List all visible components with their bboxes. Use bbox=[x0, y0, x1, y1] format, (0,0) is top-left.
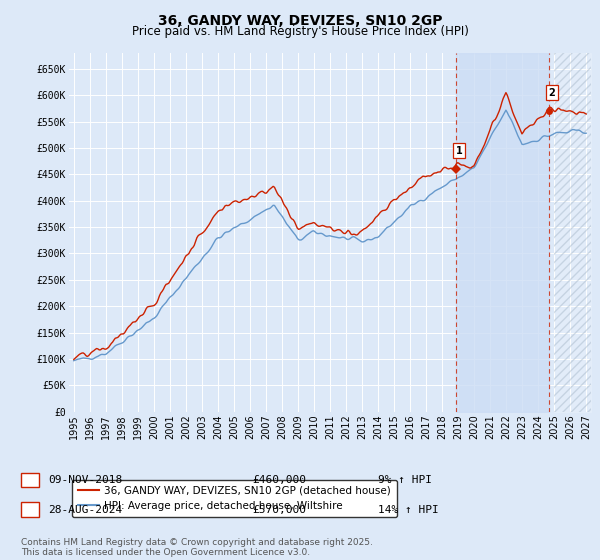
Text: 36, GANDY WAY, DEVIZES, SN10 2GP: 36, GANDY WAY, DEVIZES, SN10 2GP bbox=[158, 14, 442, 28]
Text: Price paid vs. HM Land Registry's House Price Index (HPI): Price paid vs. HM Land Registry's House … bbox=[131, 25, 469, 38]
Text: 14% ↑ HPI: 14% ↑ HPI bbox=[378, 505, 439, 515]
Text: 1: 1 bbox=[26, 474, 34, 484]
Bar bbox=[554, 53, 591, 412]
Text: 2: 2 bbox=[26, 503, 34, 514]
Legend: 36, GANDY WAY, DEVIZES, SN10 2GP (detached house), HPI: Average price, detached : 36, GANDY WAY, DEVIZES, SN10 2GP (detach… bbox=[71, 479, 397, 517]
Text: 1: 1 bbox=[456, 146, 463, 156]
Text: £570,000: £570,000 bbox=[252, 505, 306, 515]
Text: 9% ↑ HPI: 9% ↑ HPI bbox=[378, 475, 432, 485]
Text: £460,000: £460,000 bbox=[252, 475, 306, 485]
Text: 2: 2 bbox=[548, 88, 555, 98]
Text: 09-NOV-2018: 09-NOV-2018 bbox=[48, 475, 122, 485]
Text: 28-AUG-2024: 28-AUG-2024 bbox=[48, 505, 122, 515]
Text: Contains HM Land Registry data © Crown copyright and database right 2025.
This d: Contains HM Land Registry data © Crown c… bbox=[21, 538, 373, 557]
